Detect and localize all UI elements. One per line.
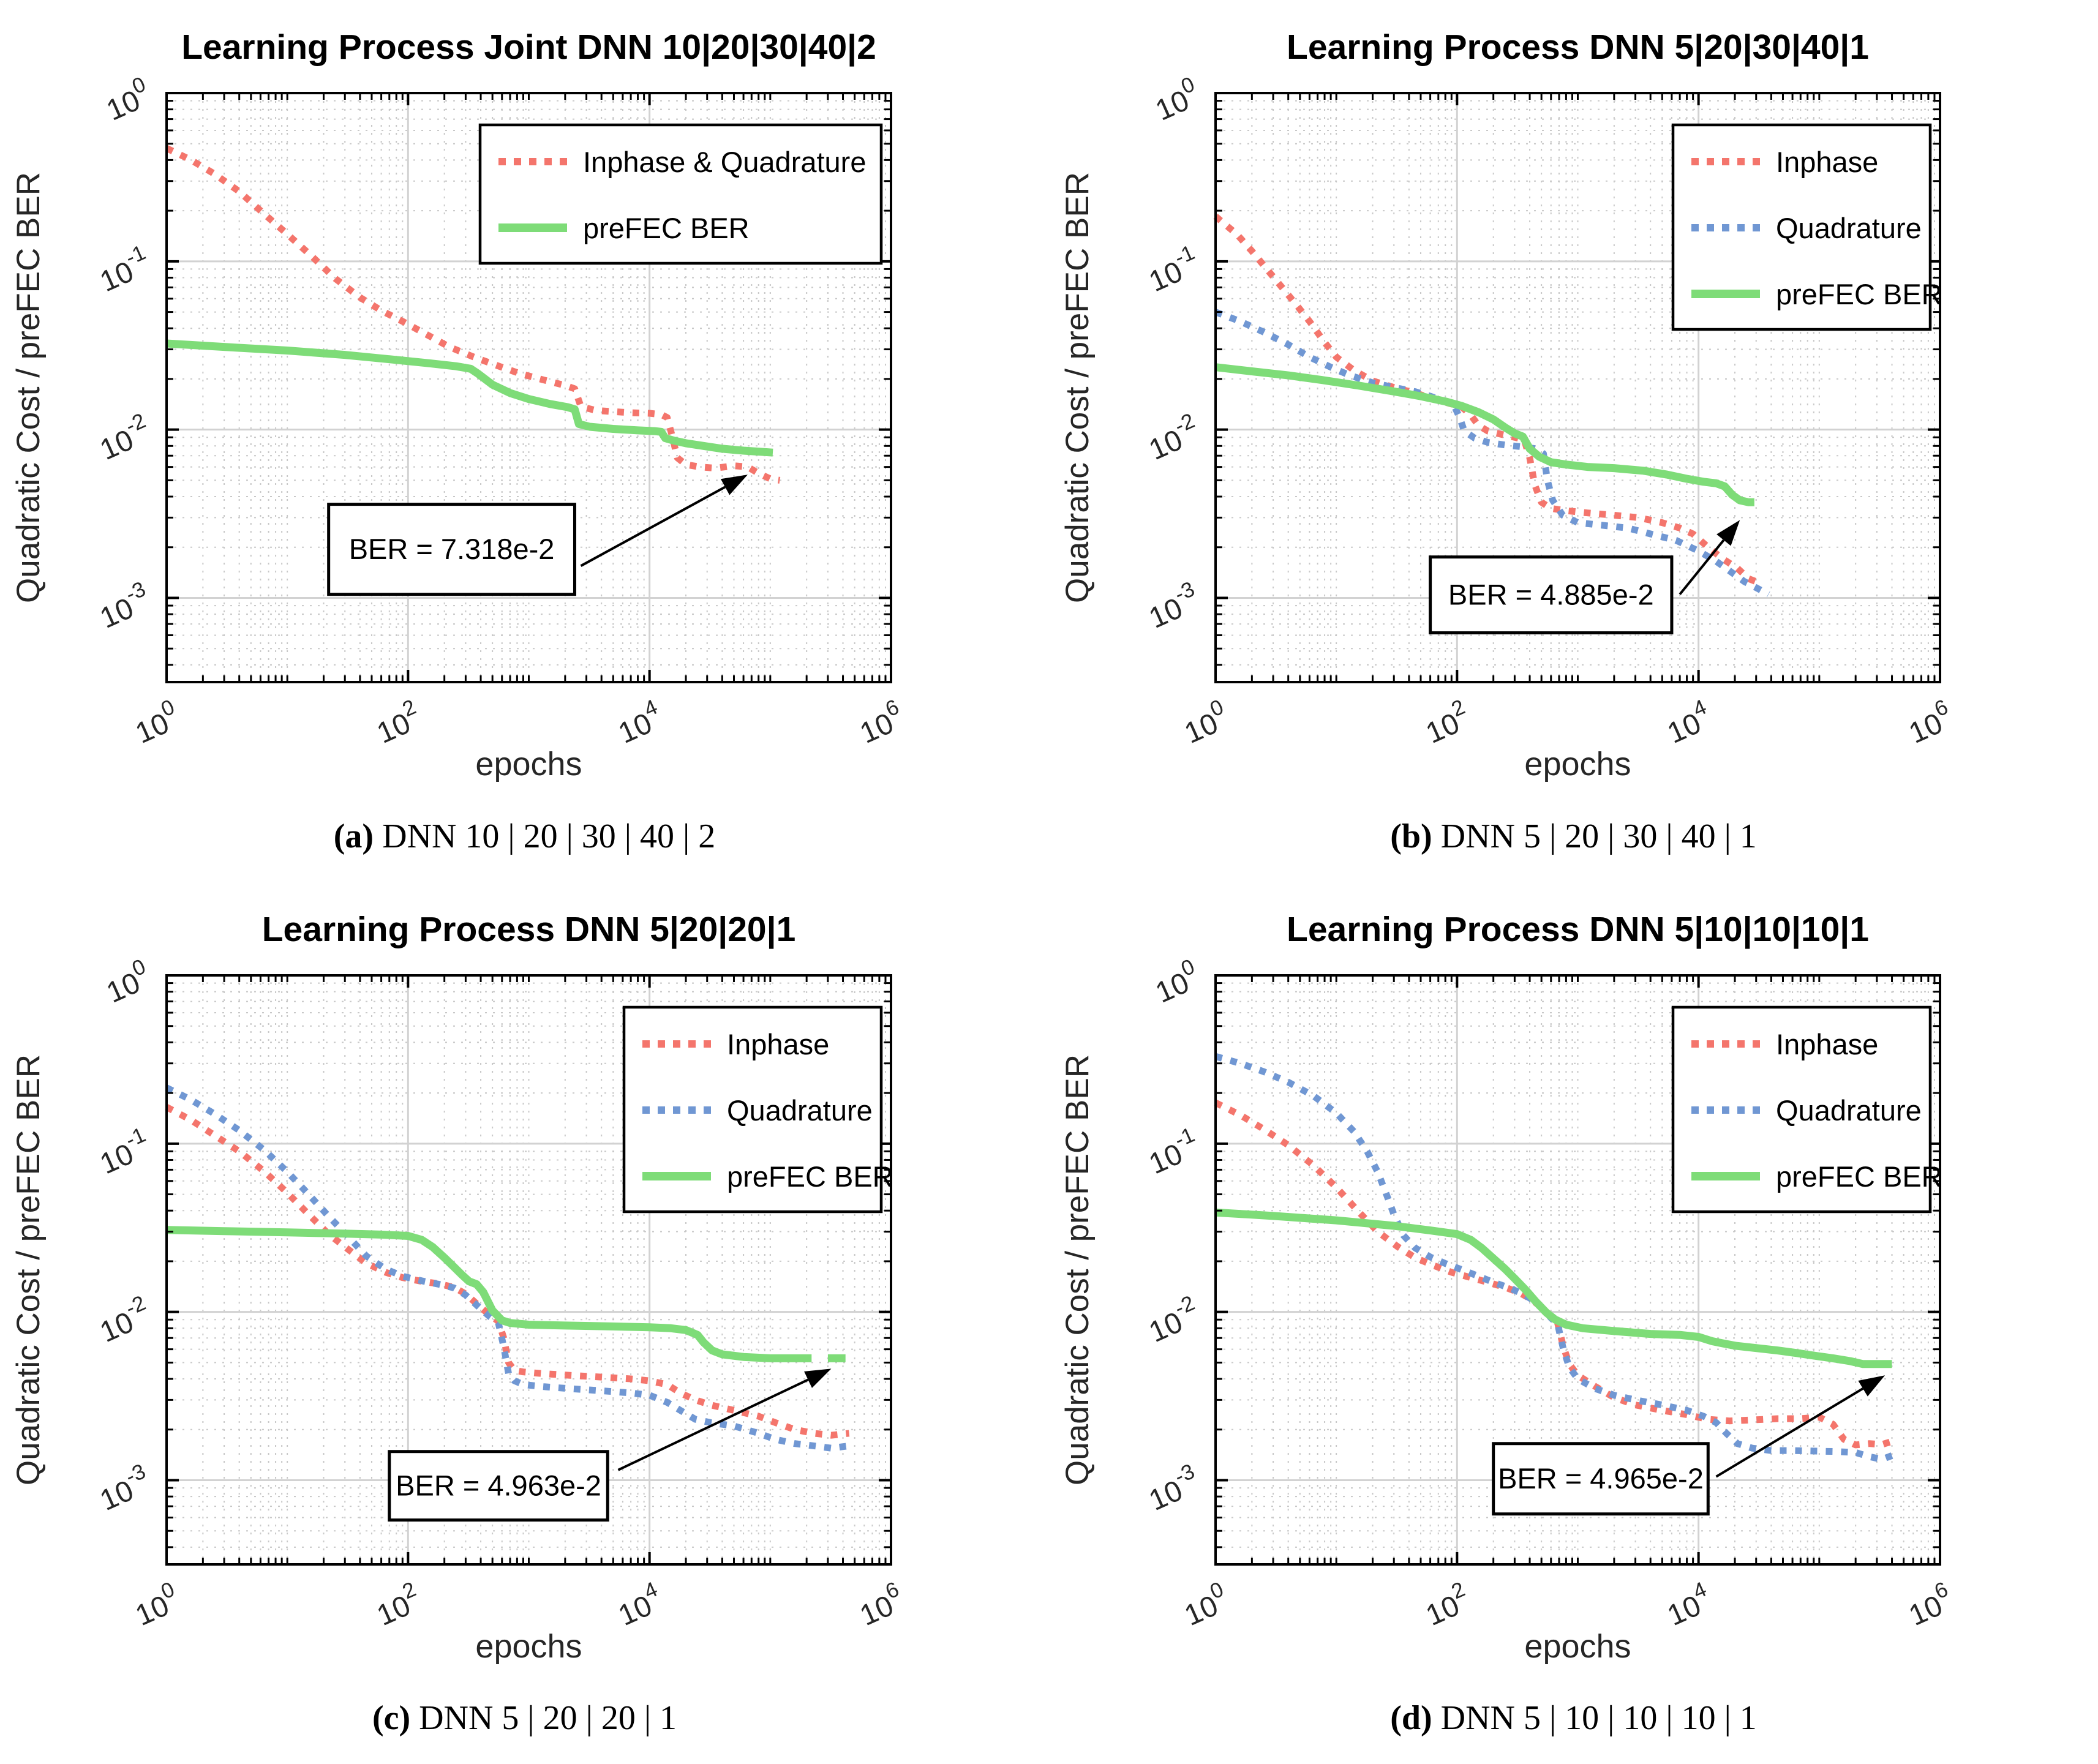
caption-d-label: (d) bbox=[1390, 1699, 1432, 1737]
plot-title: Learning Process DNN 5|20|30|40|1 bbox=[1287, 28, 1869, 67]
legend-label: preFEC BER bbox=[1776, 278, 1942, 310]
caption-c-text: DNN 5 | 20 | 20 | 1 bbox=[419, 1699, 677, 1737]
legend-label: preFEC BER bbox=[1776, 1160, 1942, 1193]
legend-label: Inphase & Quadrature bbox=[583, 146, 866, 178]
caption-b-text: DNN 5 | 20 | 30 | 40 | 1 bbox=[1440, 817, 1757, 855]
ber-annotation-box bbox=[327, 503, 576, 596]
ber-annotation-arrow bbox=[1715, 1387, 1864, 1478]
legend-label: preFEC BER bbox=[583, 212, 750, 244]
series-prefec-ber bbox=[166, 339, 773, 457]
ber-annotation-arrow bbox=[580, 486, 726, 567]
caption-a: (a) DNN 10 | 20 | 30 | 40 | 2 bbox=[0, 790, 1049, 882]
plot-title: Learning Process Joint DNN 10|20|30|40|2 bbox=[181, 28, 876, 67]
legend: Inphase Quadrature preFEC BER bbox=[1671, 123, 1942, 331]
axes bbox=[165, 92, 892, 683]
legend-label: Quadrature bbox=[1776, 1094, 1922, 1127]
caption-d: (d) DNN 5 | 10 | 10 | 10 | 1 bbox=[1049, 1672, 2098, 1764]
plot-c: 100 102 104 106 100 10-1 10-2 10-3 Learning Proc… bbox=[0, 882, 1049, 1672]
caption-c: (c) DNN 5 | 20 | 20 | 1 bbox=[0, 1672, 1049, 1764]
series-prefec-ber bbox=[1215, 1208, 1892, 1368]
caption-c-label: (c) bbox=[372, 1699, 411, 1737]
x-axis-label: epochs bbox=[475, 746, 582, 783]
ber-annotation: BER = 4.963e-2 bbox=[388, 1368, 832, 1522]
ber-annotation: BER = 4.885e-2 bbox=[1429, 520, 1740, 635]
caption-a-text: DNN 10 | 20 | 30 | 40 | 2 bbox=[382, 817, 716, 855]
legend-label: Quadrature bbox=[727, 1094, 873, 1127]
series-quadrature bbox=[1214, 309, 1770, 598]
legend-label: Quadrature bbox=[1776, 212, 1922, 244]
x-axis-label: epochs bbox=[475, 1628, 582, 1665]
series-prefec-ber bbox=[1215, 363, 1754, 506]
caption-b: (b) DNN 5 | 20 | 30 | 40 | 1 bbox=[1049, 790, 2098, 882]
ber-annotation-box bbox=[1492, 1442, 1710, 1516]
ber-annotation-text: BER = 4.965e-2 bbox=[1498, 1462, 1704, 1495]
plot-d: 100 102 104 106 100 10-1 10-2 10-3 Learning Proc… bbox=[1049, 882, 2098, 1672]
caption-d-text: DNN 5 | 10 | 10 | 10 | 1 bbox=[1440, 1699, 1757, 1737]
x-axis-label: epochs bbox=[1524, 1628, 1631, 1665]
legend-label: Inphase bbox=[1776, 1028, 1878, 1060]
ber-annotation: BER = 7.318e-2 bbox=[327, 475, 748, 596]
grid bbox=[1216, 975, 1940, 1564]
ber-annotation-arrowhead bbox=[804, 1368, 832, 1388]
grid bbox=[167, 93, 891, 682]
ber-annotation-text: BER = 7.318e-2 bbox=[349, 533, 555, 565]
y-axis-label: Quadratic Cost / preFEC BER bbox=[10, 172, 47, 603]
x-axis-label: epochs bbox=[1524, 746, 1631, 783]
ber-annotation-arrowhead bbox=[1858, 1375, 1886, 1397]
plot-a: 100 102 104 106 100 10-1 10-2 10-3 Learning Proc… bbox=[0, 0, 1049, 790]
axes bbox=[165, 974, 892, 1566]
ber-annotation-text: BER = 4.885e-2 bbox=[1448, 579, 1654, 611]
legend: Inphase Quadrature preFEC BER bbox=[622, 1005, 893, 1214]
ber-annotation-box bbox=[1429, 555, 1674, 635]
y-axis-label: Quadratic Cost / preFEC BER bbox=[1059, 172, 1096, 603]
legend: Inphase Quadrature preFEC BER bbox=[1671, 1005, 1942, 1214]
axes bbox=[1214, 92, 1941, 683]
caption-b-label: (b) bbox=[1390, 817, 1432, 855]
series-prefec-ber bbox=[166, 1226, 846, 1362]
plot-b: 100 102 104 106 100 10-1 10-2 10-3 Learning Proc… bbox=[1049, 0, 2098, 790]
ber-annotation-arrowhead bbox=[720, 475, 748, 495]
plot-title: Learning Process DNN 5|20|20|1 bbox=[262, 910, 796, 949]
ber-annotation: BER = 4.965e-2 bbox=[1492, 1375, 1886, 1516]
plot-title: Learning Process DNN 5|10|10|10|1 bbox=[1287, 910, 1869, 949]
grid bbox=[167, 975, 891, 1564]
legend: Inphase & Quadrature preFEC BER bbox=[478, 123, 883, 265]
y-axis-label: Quadratic Cost / preFEC BER bbox=[1059, 1054, 1096, 1485]
grid bbox=[1216, 93, 1940, 682]
ber-annotation-arrow bbox=[1679, 539, 1725, 595]
y-axis-label: Quadratic Cost / preFEC BER bbox=[10, 1054, 47, 1485]
ber-annotation-arrow bbox=[617, 1378, 809, 1471]
ber-annotation-box bbox=[388, 1450, 609, 1522]
series-inphase-quadrature bbox=[165, 145, 781, 484]
legend-label: Inphase bbox=[727, 1028, 829, 1060]
series-inphase bbox=[1213, 214, 1758, 585]
ber-annotation-text: BER = 4.963e-2 bbox=[396, 1469, 601, 1502]
series-quadrature bbox=[165, 1084, 850, 1452]
legend-label: Inphase bbox=[1776, 146, 1878, 178]
ber-annotation-arrowhead bbox=[1716, 520, 1740, 546]
legend-label: preFEC BER bbox=[727, 1160, 893, 1193]
caption-a-label: (a) bbox=[333, 817, 374, 855]
axes bbox=[1214, 974, 1941, 1566]
